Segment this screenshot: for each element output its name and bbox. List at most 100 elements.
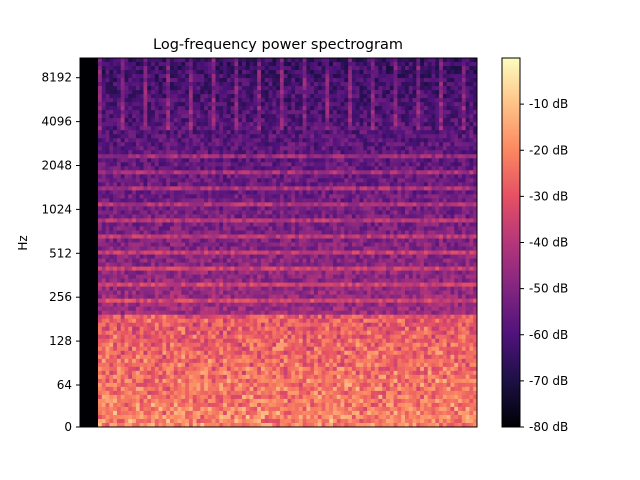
spectrogram-cell [264,94,269,99]
spectrogram-cell [101,190,106,195]
spectrogram-cell [158,210,163,215]
spectrogram-cell [230,358,235,364]
spectrogram-cell [215,198,220,203]
spectrogram-cell [147,106,152,111]
spectrogram-cell [177,390,182,396]
spectrogram-cell [185,238,190,243]
spectrogram-cell [264,270,269,275]
spectrogram-cell [264,70,269,75]
spectrogram-cell [249,414,254,420]
spectrogram-cell [234,326,239,332]
spectrogram-cell [113,186,118,191]
spectrogram-cell [257,98,262,103]
spectrogram-cell [249,162,254,167]
spectrogram-cell [223,362,228,368]
spectrogram-cell [257,242,262,247]
spectrogram-cell [139,178,144,183]
spectrogram-cell [279,118,285,123]
spectrogram-cell [147,326,152,332]
spectrogram-cell [120,98,125,103]
spectrogram-cell [242,370,247,376]
spectrogram-cell [181,162,186,167]
spectrogram-cell [135,154,141,159]
spectrogram-cell [207,70,213,75]
spectrogram-cell [113,306,118,312]
spectrogram-cell [249,326,254,332]
spectrogram-cell [298,378,304,384]
spectrogram-cell [170,122,175,127]
spectrogram-cell [185,158,190,163]
spectrogram-cell [276,130,281,135]
spectrogram-cell [154,162,160,167]
spectrogram-cell [196,242,201,247]
spectrogram-cell [109,74,114,79]
spectrogram-cell [219,170,224,175]
spectrogram-cell [188,134,194,139]
spectrogram-cell [215,242,220,247]
spectrogram-cell [181,270,186,275]
spectrogram-cell [226,326,232,332]
spectrogram-cell [158,382,163,388]
spectrogram-cell [253,382,258,388]
spectrogram-cell [105,106,110,111]
spectrogram-cell [158,410,163,416]
spectrogram-cell [268,298,273,304]
spectrogram-cell [219,250,224,255]
spectrogram-cell [135,342,141,348]
spectrogram-cell [260,238,266,243]
spectrogram-cell [151,258,156,263]
spectrogram-cell [98,206,103,211]
spectrogram-cell [151,394,156,400]
spectrogram-cell [253,194,258,199]
spectrogram-cell [101,342,106,348]
spectrogram-cell [283,386,288,392]
spectrogram-cell [116,230,122,235]
spectrogram-cell [211,258,216,263]
spectrogram-cell [287,222,292,227]
spectrogram-cell [162,94,167,99]
spectrogram-cell [158,282,163,288]
spectrogram-cell [295,346,300,352]
spectrogram-cell [249,282,254,288]
spectrogram-cell [139,62,144,67]
spectrogram-cell [287,366,292,372]
spectrogram-cell [215,122,220,127]
spectrogram-cell [283,246,288,251]
spectrogram-cell [162,290,167,296]
spectrogram-cell [98,406,103,412]
spectrogram-cell [128,150,133,155]
spectrogram-cell [113,138,118,143]
spectrogram-cell [181,206,186,211]
spectrogram-cell [151,262,156,267]
spectrogram-cell [264,186,269,191]
spectrogram-cell [192,286,197,292]
spectrogram-cell [234,90,239,95]
spectrogram-cell [177,178,182,183]
spectrogram-cell [234,102,239,107]
spectrogram-cell [211,238,216,243]
spectrogram-cell [200,66,205,71]
spectrogram-cell [249,190,254,195]
spectrogram-cell [234,242,239,247]
spectrogram-cell [295,322,300,328]
spectrogram-cell [158,306,163,312]
spectrogram-cell [116,318,122,324]
spectrogram-cell [196,210,201,215]
spectrogram-cell [173,270,178,275]
spectrogram-cell [302,110,307,115]
spectrogram-cell [109,274,114,279]
spectrogram-cell [128,202,133,207]
spectrogram-cell [238,142,243,147]
spectrogram-cell [116,366,122,372]
spectrogram-cell [219,270,224,275]
spectrogram-cell [234,394,239,400]
spectrogram-cell [185,206,190,211]
spectrogram-cell [291,214,296,219]
spectrogram-cell [219,314,224,320]
spectrogram-cell [287,206,292,211]
spectrogram-cell [242,198,247,203]
spectrogram-cell [298,102,304,107]
spectrogram-cell [219,110,224,115]
spectrogram-cell [287,146,292,151]
spectrogram-cell [128,418,133,424]
